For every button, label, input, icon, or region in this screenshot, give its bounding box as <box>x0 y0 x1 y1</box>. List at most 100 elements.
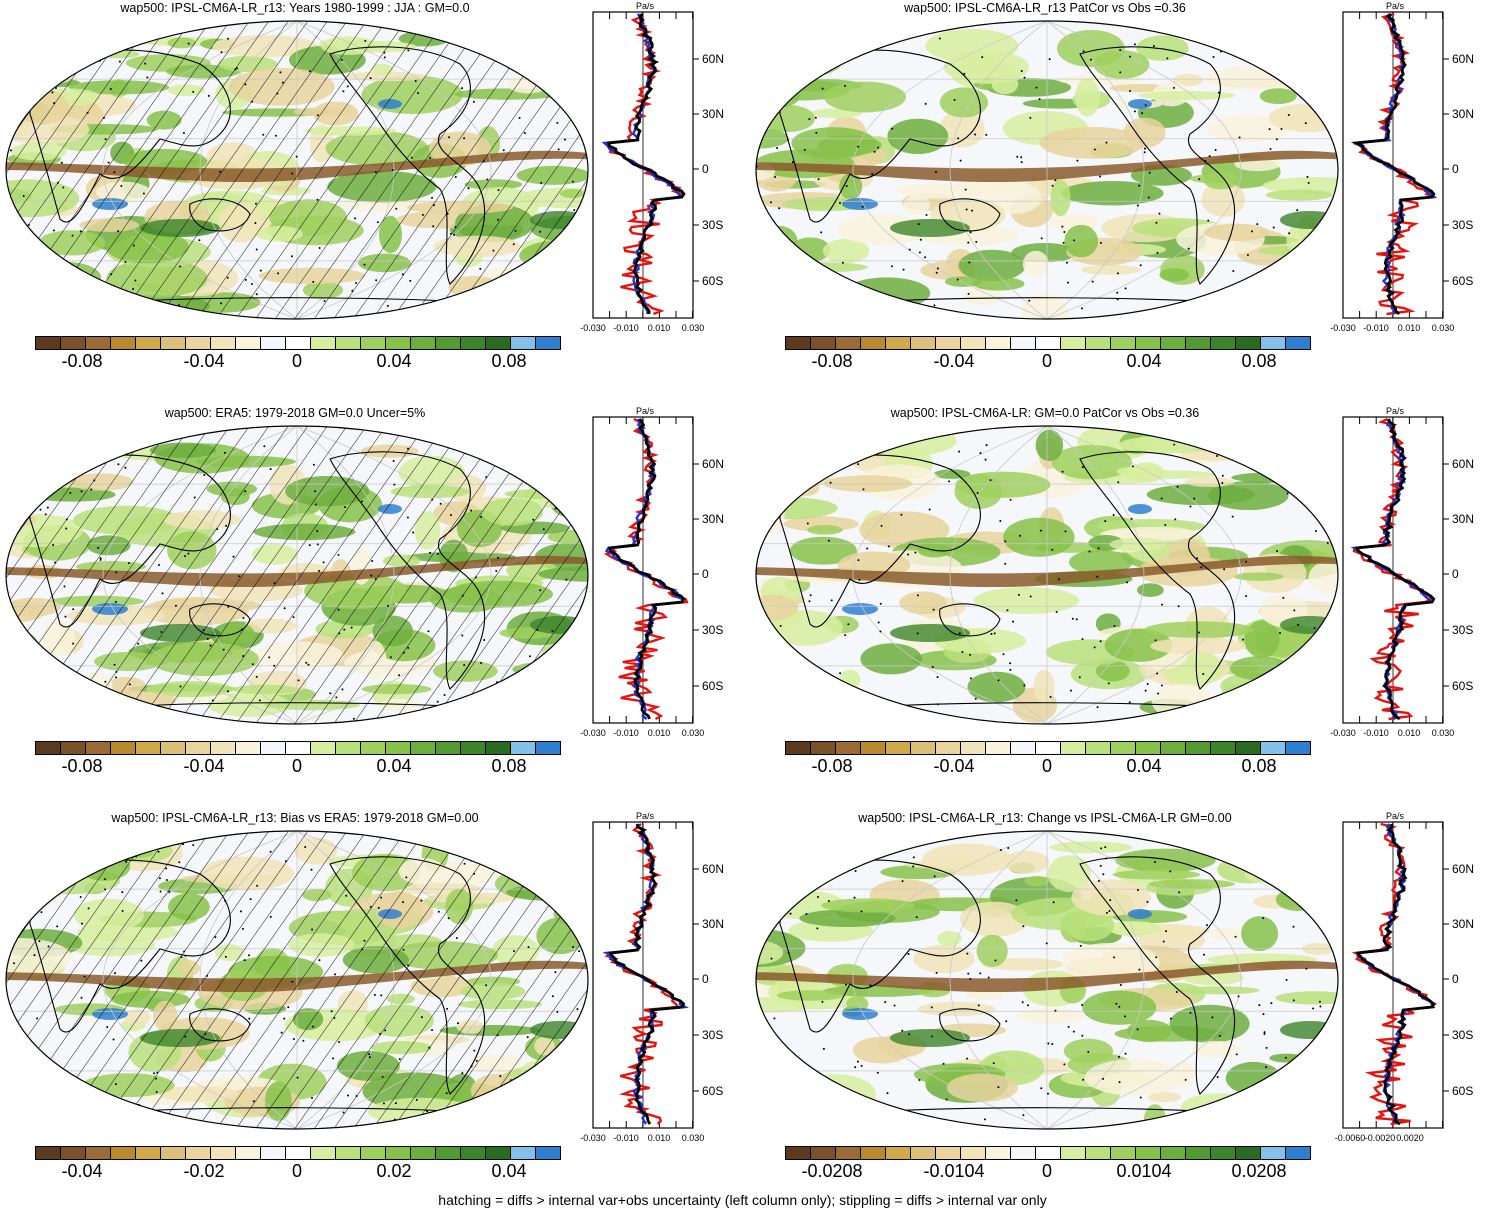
colorbar-swatch <box>1036 742 1061 754</box>
panel-title: wap500: ERA5: 1979-2018 GM=0.0 Uncer=5% <box>164 406 426 420</box>
panel-3: wap500: ERA5: 1979-2018 GM=0.0 Uncer=5% P… <box>0 405 742 809</box>
lat-tick-label: 30S <box>702 623 723 637</box>
colorbar-label: -0.04 <box>933 756 975 776</box>
colorbar-swatch <box>811 337 836 349</box>
colorbar-swatch <box>361 742 386 754</box>
colorbar-swatch <box>886 1147 911 1159</box>
colorbar-swatch <box>286 1147 311 1159</box>
lat-tick-label: 60S <box>1452 274 1473 288</box>
lat-tick-label: 30S <box>702 218 723 232</box>
panel-2: wap500: IPSL-CM6A-LR_r13 PatCor vs Obs =… <box>750 0 1485 404</box>
lat-tick-label: 60S <box>702 679 723 693</box>
profile-tick-label: 0.030 <box>1432 323 1455 333</box>
zonal-profile-plot: Pa/s 60N 30N 0 30S 60S -0.030 -0.010 0.010 0.030 <box>1330 406 1474 738</box>
colorbar-swatch <box>936 1147 961 1159</box>
colorbar-swatch <box>1036 337 1061 349</box>
colorbar-swatch <box>236 742 261 754</box>
lat-tick-label: 60S <box>702 1084 723 1098</box>
colorbar-swatch <box>211 1147 236 1159</box>
profile-line-obs <box>602 823 689 1125</box>
profile-line-model <box>1352 417 1433 721</box>
lat-tick-label: 30N <box>1452 917 1474 931</box>
colorbar-swatch <box>1111 337 1136 349</box>
colorbar <box>785 336 1311 350</box>
colorbar-swatch <box>911 337 936 349</box>
colorbar-swatch <box>461 1147 486 1159</box>
colorbar-swatch <box>1286 1147 1310 1159</box>
colorbar-label: -0.08 <box>61 351 103 371</box>
colorbar-swatch <box>311 742 336 754</box>
colorbar-swatch <box>1161 337 1186 349</box>
profile-tick-label: -0.010 <box>1363 728 1389 738</box>
colorbar-label: 0.08 <box>1241 351 1277 371</box>
colorbar-swatch <box>161 1147 186 1159</box>
profile-units: Pa/s <box>636 1 655 11</box>
colorbar-swatch <box>136 742 161 754</box>
colorbar-swatch <box>1011 742 1036 754</box>
colorbar-swatch <box>536 337 560 349</box>
profile-tick-label: 0.030 <box>1432 728 1455 738</box>
zonal-profile-plot: Pa/s 60N 30N 0 30S 60S -0.030 -0.010 0.010 0.030 <box>1330 1 1474 333</box>
colorbar-swatch <box>836 337 861 349</box>
colorbar-label: -0.04 <box>933 351 975 371</box>
map-projection <box>5 830 589 1130</box>
colorbar-swatch <box>336 1147 361 1159</box>
colorbar-swatch <box>1236 1147 1261 1159</box>
colorbar-label: -0.08 <box>811 756 853 776</box>
colorbar-swatch <box>136 337 161 349</box>
lat-tick-label: 30N <box>1452 107 1474 121</box>
colorbar-swatch <box>186 1147 211 1159</box>
lat-tick-label: 30N <box>702 107 724 121</box>
colorbar-label: 0.0208 <box>1231 1161 1287 1181</box>
colorbar-swatch <box>511 1147 536 1159</box>
lat-tick-label: 0 <box>1452 567 1459 581</box>
colorbar-swatch <box>236 337 261 349</box>
colorbar-swatch <box>311 1147 336 1159</box>
map-projection <box>5 425 589 725</box>
colorbar-swatch <box>986 337 1011 349</box>
colorbar-swatch <box>536 742 560 754</box>
profile-line-mean <box>1355 824 1436 1126</box>
panel-6: wap500: IPSL-CM6A-LR_r13: Change vs IPSL… <box>750 810 1485 1214</box>
colorbar-swatch <box>1011 337 1036 349</box>
colorbar-swatch <box>1061 742 1086 754</box>
colorbar-swatch <box>811 1147 836 1159</box>
colorbar-swatch <box>186 742 211 754</box>
colorbar-swatch <box>836 1147 861 1159</box>
lat-tick-label: 0 <box>1452 972 1459 986</box>
profile-tick-label: 0.030 <box>682 323 705 333</box>
colorbar-swatch <box>436 742 461 754</box>
colorbar-label: 0.04 <box>491 1161 527 1181</box>
colorbar-swatch <box>1236 742 1261 754</box>
colorbar-swatch <box>336 337 361 349</box>
colorbar-swatch <box>386 1147 411 1159</box>
colorbar-swatch <box>411 1147 436 1159</box>
profile-tick-label: -0.010 <box>1363 323 1389 333</box>
profile-line-mean <box>1350 12 1436 316</box>
lat-tick-label: 60S <box>1452 679 1473 693</box>
colorbar-swatch <box>861 1147 886 1159</box>
colorbar-swatch <box>1161 1147 1186 1159</box>
colorbar-label: 0.08 <box>491 756 527 776</box>
colorbar-label: 0.08 <box>1241 756 1277 776</box>
profile-line-obs <box>604 418 684 720</box>
colorbar-swatch <box>786 742 811 754</box>
profile-units: Pa/s <box>1386 406 1405 416</box>
colorbar <box>35 741 561 755</box>
profile-tick-label: 0.030 <box>682 728 705 738</box>
colorbar-swatch <box>1286 742 1310 754</box>
colorbar-swatch <box>886 742 911 754</box>
colorbar-label: 0 <box>291 756 303 776</box>
colorbar-swatch <box>1261 337 1286 349</box>
profile-units: Pa/s <box>1386 1 1405 11</box>
colorbar-label: -0.04 <box>183 351 225 371</box>
colorbar-label: 0.08 <box>491 351 527 371</box>
profile-tick-label: 0.010 <box>648 1133 671 1143</box>
colorbar-swatch <box>111 1147 136 1159</box>
profile-line-model <box>603 417 689 721</box>
lat-tick-label: 30N <box>702 917 724 931</box>
colorbar-swatch <box>1261 742 1286 754</box>
colorbar-swatch <box>361 1147 386 1159</box>
profile-units: Pa/s <box>636 406 655 416</box>
colorbar-label: 0.0104 <box>1116 1161 1172 1181</box>
